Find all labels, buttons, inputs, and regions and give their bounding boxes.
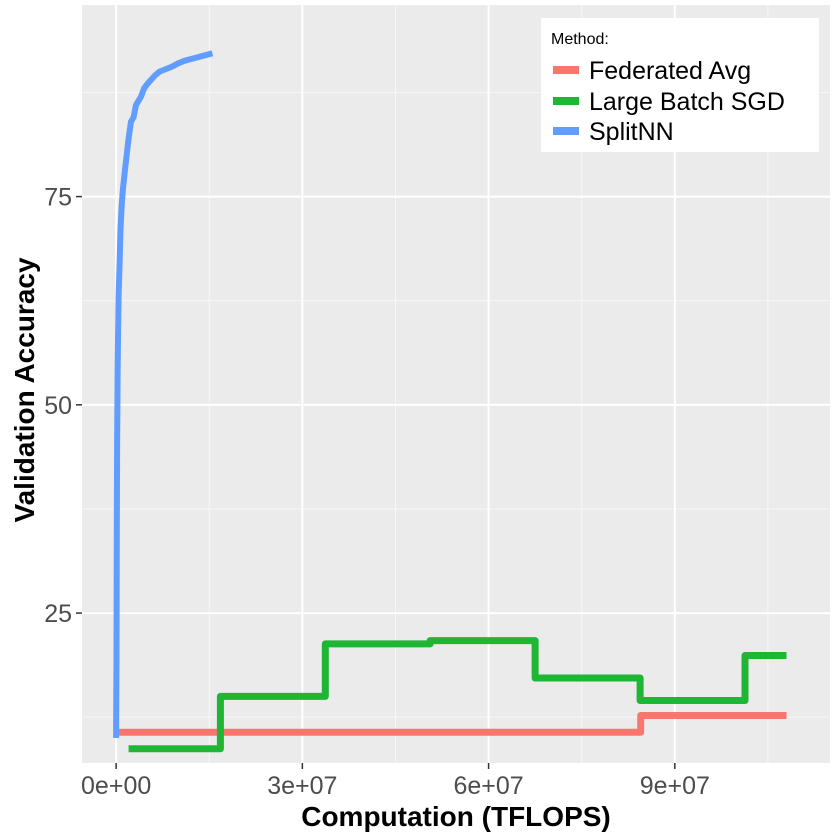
series-line-large-batch-sgd (128, 637, 787, 753)
series-layer (113, 50, 787, 753)
x-axis: 0e+00 3e+07 6e+07 9e+07 (81, 763, 710, 800)
legend-title: Method: (551, 31, 609, 48)
y-tick-label: 25 (44, 600, 72, 628)
series-line-federated-avg (116, 712, 787, 736)
legend-key-large-batch-sgd (553, 97, 579, 105)
legend-box (541, 18, 819, 152)
y-axis: 25 50 75 (44, 184, 82, 628)
legend-label-large-batch-sgd: Large Batch SGD (589, 88, 785, 116)
x-tick-label: 0e+00 (81, 772, 151, 800)
legend-key-splitnn (553, 127, 579, 135)
series-line-splitnn (113, 50, 214, 739)
x-tick-label: 3e+07 (267, 772, 337, 800)
x-axis-title: Computation (TFLOPS) (301, 801, 611, 832)
legend-label-splitnn: SplitNN (589, 118, 674, 146)
legend: Method: Federated Avg Large Batch SGD Sp… (541, 18, 819, 152)
y-axis-title: Validation Accuracy (9, 257, 40, 522)
legend-key-federated-avg (553, 66, 579, 74)
grid-major (82, 5, 830, 763)
y-tick-label: 75 (44, 184, 72, 212)
x-tick-label: 9e+07 (640, 772, 710, 800)
y-tick-label: 50 (44, 392, 72, 420)
x-tick-label: 6e+07 (453, 772, 523, 800)
legend-label-federated-avg: Federated Avg (589, 57, 751, 85)
